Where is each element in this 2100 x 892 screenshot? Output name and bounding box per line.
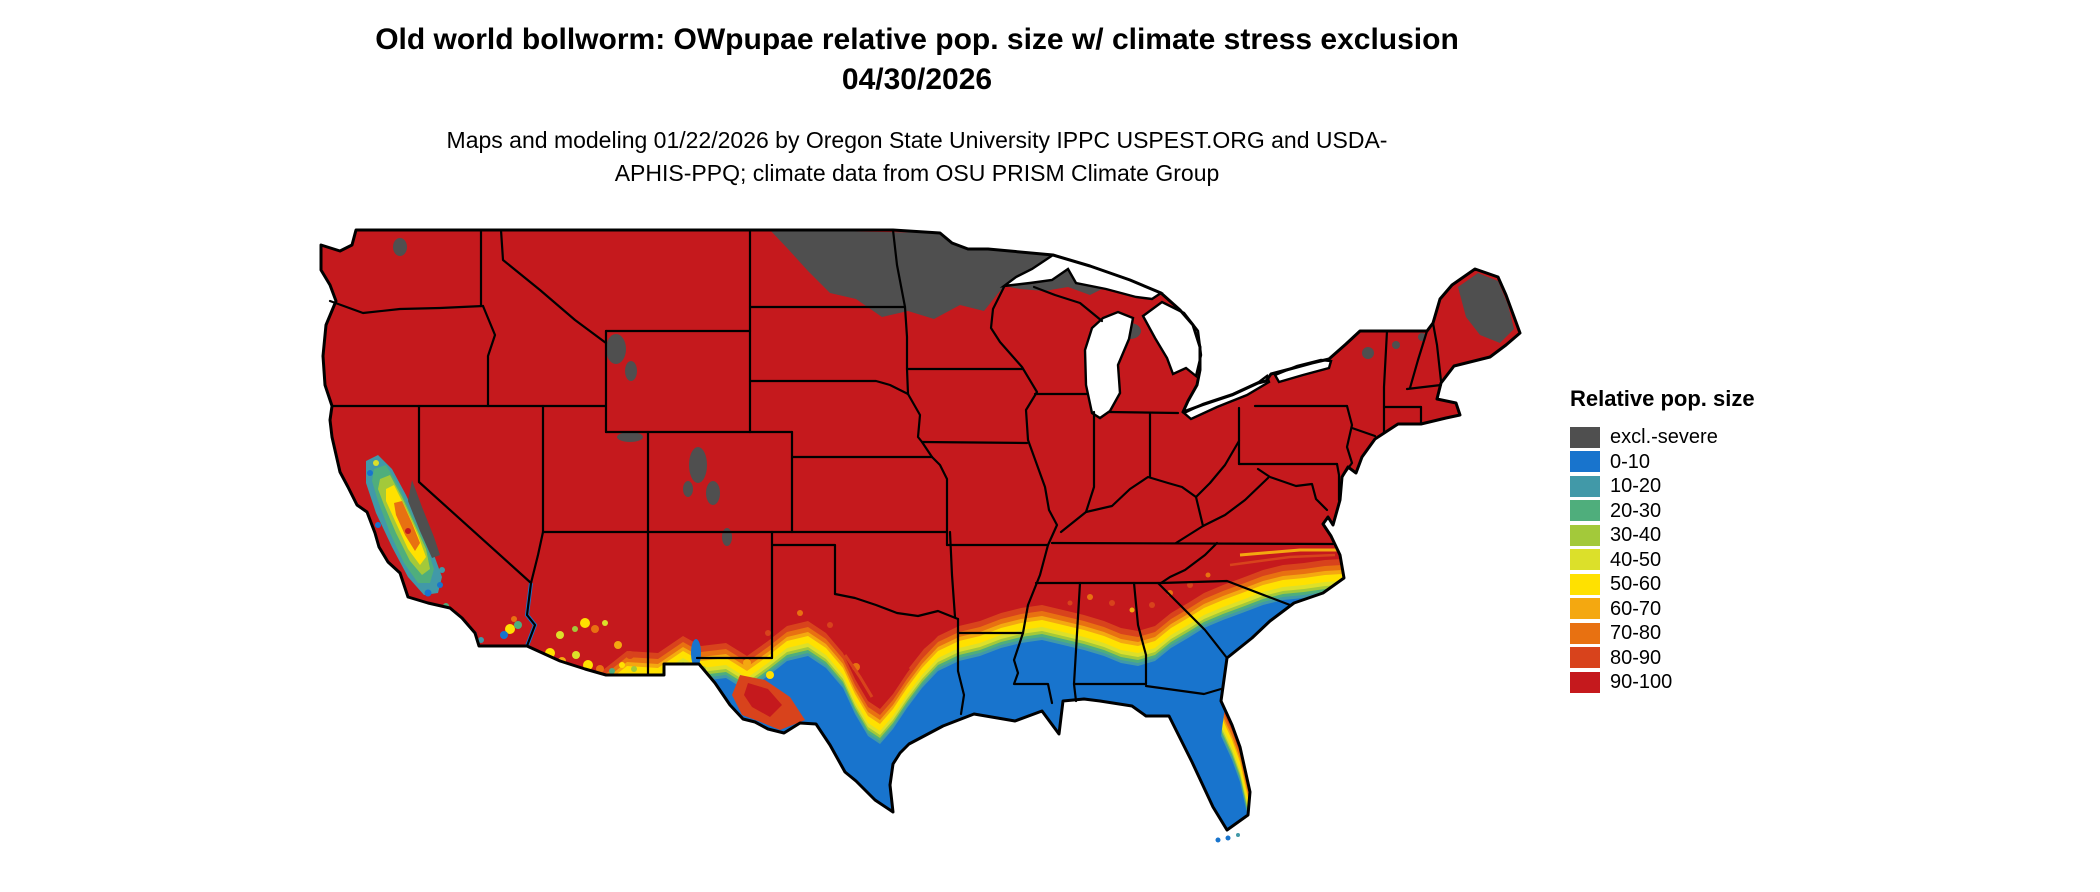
map-title: Old world bollworm: OWpupae relative pop… — [375, 23, 1459, 96]
legend-item-label: 90-100 — [1610, 671, 1673, 694]
legend-item: 10-20 — [1570, 474, 1870, 499]
legend-swatch — [1570, 598, 1600, 620]
legend-swatch — [1570, 426, 1600, 448]
legend-title: Relative pop. size — [1570, 386, 1755, 411]
excl-sierra-nevada — [408, 480, 440, 558]
legend-item-label: 0-10 — [1610, 450, 1651, 473]
legend-swatch — [1570, 475, 1600, 497]
legend-swatch — [1570, 573, 1600, 595]
legend-item-label: 70-80 — [1610, 622, 1662, 645]
legend-swatch — [1570, 549, 1600, 571]
legend-swatch — [1570, 671, 1600, 693]
legend: Relative pop. size excl.-severe 0-10 10-20… — [1570, 386, 1870, 695]
us-map-container — [300, 225, 1530, 885]
state-borders — [328, 228, 1443, 716]
legend-item-label: 40-50 — [1610, 548, 1662, 571]
legend-swatch — [1570, 524, 1600, 546]
legend-item: 70-80 — [1570, 621, 1870, 646]
legend-item-label: 30-40 — [1610, 524, 1662, 547]
excl-maine — [1458, 273, 1514, 343]
legend-swatch — [1570, 500, 1600, 522]
excl-colorado-rockies — [689, 447, 707, 483]
legend-swatch — [1570, 451, 1600, 473]
legend-item: 50-60 — [1570, 572, 1870, 597]
us-map — [319, 228, 1522, 843]
excl-yellowstone — [606, 334, 626, 364]
legend-item: 90-100 — [1570, 670, 1870, 695]
legend-item: 0-10 — [1570, 450, 1870, 475]
florida-keys — [1215, 833, 1240, 843]
excl-adirondacks — [1362, 347, 1374, 359]
legend-item-label: 80-90 — [1610, 646, 1662, 669]
legend-swatch — [1570, 647, 1600, 669]
excl-uintas — [617, 432, 643, 442]
legend-item-label: 60-70 — [1610, 597, 1662, 620]
legend-item-label: 20-30 — [1610, 499, 1662, 522]
lake-huron — [1141, 300, 1203, 379]
legend-item: 60-70 — [1570, 597, 1870, 622]
zone-90-100-base — [321, 230, 1520, 830]
legend-item: 30-40 — [1570, 523, 1870, 548]
legend-item: 80-90 — [1570, 646, 1870, 671]
map-subtitle: Maps and modeling 01/22/2026 by Oregon S… — [446, 127, 1388, 186]
legend-item: 40-50 — [1570, 548, 1870, 573]
west-texas-speckle — [743, 610, 941, 698]
legend-items: excl.-severe 0-10 10-20 20-30 30-40 40-50 50-6… — [1570, 425, 1870, 695]
legend-item-label: 10-20 — [1610, 475, 1662, 498]
legend-item: 20-30 — [1570, 499, 1870, 524]
legend-item-label: excl.-severe — [1610, 426, 1718, 449]
southeast-speckle — [1067, 548, 1340, 613]
california-valley-zones — [366, 455, 445, 597]
excl-north-cascades — [393, 238, 407, 256]
legend-item-label: 50-60 — [1610, 573, 1662, 596]
legend-swatch — [1570, 622, 1600, 644]
legend-item: excl.-severe — [1570, 425, 1870, 450]
